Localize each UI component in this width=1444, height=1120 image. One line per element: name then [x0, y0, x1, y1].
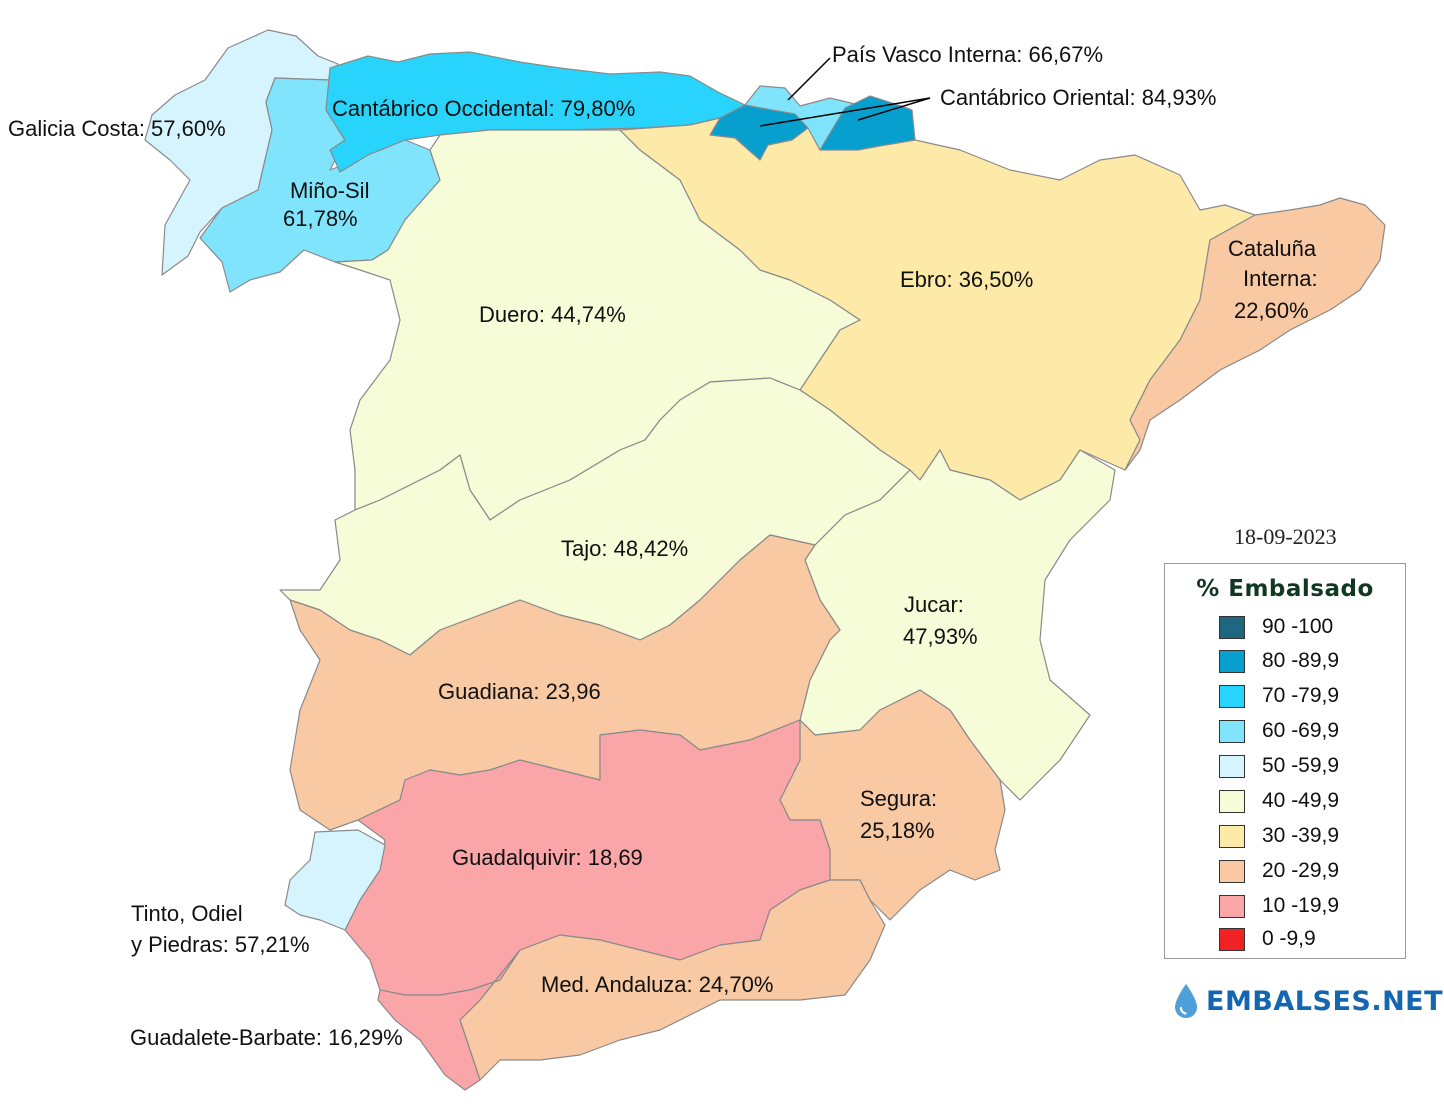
- label-cantabrico-oriental: Cantábrico Oriental: 84,93%: [940, 85, 1216, 110]
- leader-line-cantabrico-oriental-2: [857, 97, 931, 121]
- region-tinto-odiel-piedras: [284, 829, 386, 931]
- label-galicia-costa: Galicia Costa: 57,60%: [8, 116, 226, 141]
- label-guadiana: Guadiana: 23,96: [438, 679, 601, 704]
- legend-label: 20 -29,9: [1262, 859, 1340, 882]
- leader-line-cantabrico-oriental-1: [759, 97, 931, 127]
- label-cataluna-value: 22,60%: [1234, 298, 1309, 323]
- legend-title: % Embalsado: [1196, 576, 1374, 602]
- legend-label: 40 -49,9: [1262, 789, 1340, 812]
- legend-label: 50 -59,9: [1262, 754, 1340, 777]
- label-ebro: Ebro: 36,50%: [900, 267, 1033, 292]
- label-tajo: Tajo: 48,42%: [561, 536, 688, 561]
- legend-swatch: [1219, 615, 1245, 639]
- legend-item: 60 -69,9: [1219, 718, 1339, 744]
- legend-label: 60 -69,9: [1262, 719, 1340, 742]
- legend-swatch: [1219, 927, 1245, 951]
- label-guadalete-barbate: Guadalete-Barbate: 16,29%: [130, 1025, 403, 1050]
- region-guadalete-barbate: [377, 949, 521, 1091]
- label-cataluna-sub: Interna:: [1243, 266, 1318, 291]
- region-cataluna-interna: [1124, 197, 1386, 471]
- label-tinto-odiel-name: Tinto, Odiel: [131, 901, 243, 926]
- legend-swatch: [1219, 824, 1245, 848]
- water-drop-icon: [1175, 984, 1197, 1018]
- label-mino-sil-name: Miño-Sil: [290, 178, 369, 203]
- legend-item: 50 -59,9: [1219, 753, 1339, 779]
- legend-swatch: [1219, 789, 1245, 813]
- legend-swatch: [1219, 649, 1245, 673]
- legend-label: 10 -19,9: [1262, 894, 1340, 917]
- brand-logo: EMBALSES.NET: [1172, 982, 1443, 1020]
- label-jucar-name: Jucar:: [904, 592, 964, 617]
- label-jucar-value: 47,93%: [903, 624, 978, 649]
- brand-name: EMBALSES.NET: [1206, 985, 1444, 1017]
- legend-label: 90 -100: [1262, 615, 1334, 638]
- legend-item: 40 -49,9: [1219, 788, 1339, 814]
- legend-item: 80 -89,9: [1219, 648, 1339, 674]
- legend-item: 20 -29,9: [1219, 858, 1339, 884]
- label-segura-value: 25,18%: [860, 818, 935, 843]
- label-guadalquivir: Guadalquivir: 18,69: [452, 845, 643, 870]
- region-med-andaluza: [459, 879, 886, 1081]
- legend-item: 90 -100: [1219, 614, 1333, 640]
- legend-label: 0 -9,9: [1262, 927, 1316, 950]
- region-galicia-costa: [144, 29, 339, 276]
- legend-item: 0 -9,9: [1219, 926, 1316, 952]
- legend-swatch: [1219, 754, 1245, 778]
- map-date: 18-09-2023: [1234, 524, 1337, 549]
- label-cataluna-name: Cataluña: [1228, 236, 1317, 261]
- label-pais-vasco-interna: País Vasco Interna: 66,67%: [832, 42, 1103, 67]
- label-segura-name: Segura:: [860, 786, 937, 811]
- label-med-andaluza: Med. Andaluza: 24,70%: [541, 972, 773, 997]
- legend-swatch: [1219, 894, 1245, 918]
- label-tinto-odiel-value: y Piedras: 57,21%: [131, 932, 310, 957]
- label-duero: Duero: 44,74%: [479, 302, 626, 327]
- legend-label: 80 -89,9: [1262, 649, 1340, 672]
- legend-label: 30 -39,9: [1262, 824, 1340, 847]
- label-mino-sil-value: 61,78%: [283, 206, 358, 231]
- legend-swatch: [1219, 684, 1245, 708]
- legend-item: 10 -19,9: [1219, 893, 1339, 919]
- leader-line-pais-vasco: [787, 57, 831, 101]
- legend-label: 70 -79,9: [1262, 684, 1340, 707]
- legend-item: 70 -79,9: [1219, 683, 1339, 709]
- legend: % Embalsado 90 -100 80 -89,9 70 -79,9 60…: [1164, 563, 1406, 959]
- label-cantabrico-occidental: Cantábrico Occidental: 79,80%: [332, 96, 635, 121]
- legend-item: 30 -39,9: [1219, 823, 1339, 849]
- legend-swatch: [1219, 719, 1245, 743]
- legend-swatch: [1219, 859, 1245, 883]
